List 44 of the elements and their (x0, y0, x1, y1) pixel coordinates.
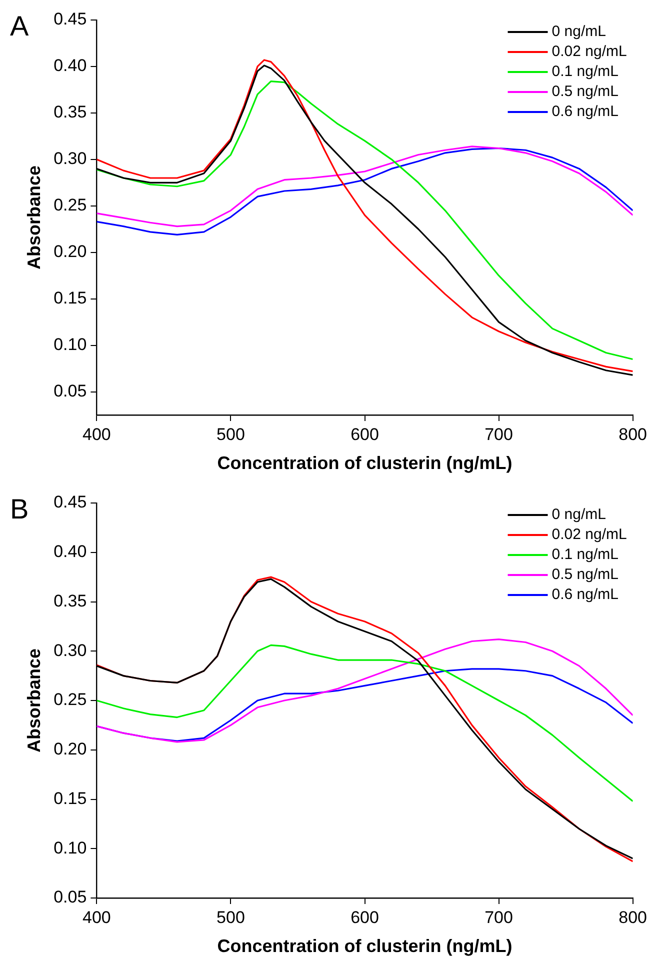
y-tick-label: 0.10 (54, 334, 87, 354)
legend-label: 0.1 ng/mL (552, 63, 618, 80)
y-tick-label: 0.35 (54, 102, 87, 122)
y-tick-label: 0.25 (54, 690, 87, 710)
x-tick-label: 500 (216, 908, 245, 927)
x-tick-label: 800 (618, 424, 648, 444)
y-tick-label: 0.20 (54, 740, 87, 759)
x-tick-label: 400 (82, 424, 111, 444)
x-tick-label: 400 (82, 908, 111, 927)
y-tick-label: 0.40 (54, 56, 87, 76)
y-tick-label: 0.10 (54, 838, 87, 858)
y-tick-label: 0.35 (54, 591, 87, 610)
legend-label: 0.1 ng/mL (552, 546, 618, 564)
y-axis-title: Absorbance (24, 648, 44, 753)
x-axis-title: Concentration of clusterin (ng/mL) (217, 453, 512, 474)
y-tick-label: 0.45 (54, 492, 87, 512)
y-tick-label: 0.30 (54, 640, 87, 660)
legend-label: 0 ng/mL (552, 23, 606, 40)
legend-label: 0.02 ng/mL (552, 43, 627, 60)
x-tick-label: 700 (484, 908, 513, 927)
y-tick-label: 0.30 (54, 149, 87, 168)
y-tick-label: 0.05 (54, 381, 87, 400)
x-tick-label: 500 (216, 424, 245, 444)
x-axis-title: Concentration of clusterin (ng/mL) (217, 936, 512, 956)
y-tick-label: 0.45 (54, 10, 87, 29)
legend-label: 0.5 ng/mL (552, 566, 618, 584)
y-tick-label: 0.40 (54, 542, 87, 562)
x-tick-label: 600 (350, 424, 379, 444)
legend-label: 0.6 ng/mL (552, 586, 618, 604)
legend-label: 0.5 ng/mL (552, 83, 618, 100)
chart-title: A (10, 10, 29, 42)
x-tick-label: 600 (350, 908, 379, 927)
legend-label: 0.6 ng/mL (552, 103, 618, 120)
x-tick-label: 800 (618, 908, 648, 927)
y-axis-title: Absorbance (24, 165, 44, 270)
y-tick-label: 0.05 (54, 888, 87, 907)
chart-title: B (10, 494, 29, 525)
x-tick-label: 700 (484, 424, 513, 444)
y-tick-label: 0.15 (54, 788, 87, 808)
y-tick-label: 0.25 (54, 196, 87, 215)
y-tick-label: 0.15 (54, 288, 87, 308)
legend-label: 0 ng/mL (552, 506, 606, 524)
y-tick-label: 0.20 (54, 242, 87, 262)
legend-label: 0.02 ng/mL (552, 526, 627, 544)
